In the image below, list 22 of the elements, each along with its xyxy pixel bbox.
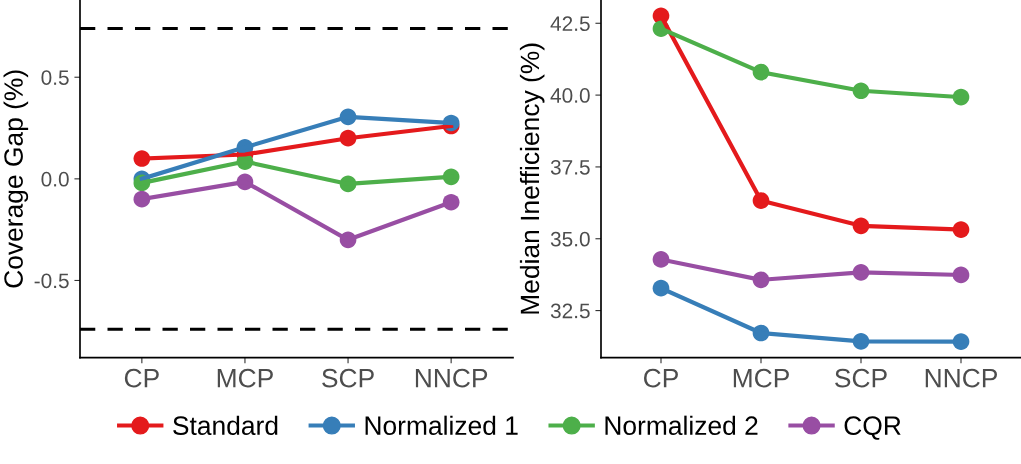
legend-label: CQR bbox=[844, 416, 901, 440]
y-tick-label: 37.5 bbox=[550, 159, 590, 175]
x-tick-label: SCP bbox=[322, 368, 374, 388]
y-tick-label: 0.5 bbox=[41, 70, 69, 85]
y-tick-label: 42.5 bbox=[550, 16, 590, 32]
y-tick-label: 0.0 bbox=[41, 171, 69, 187]
y-tick-label: -0.5 bbox=[34, 273, 69, 289]
y-tick-label: 32.5 bbox=[550, 303, 590, 319]
legend-label: Normalized 2 bbox=[605, 415, 758, 436]
x-tick-label: NNCP bbox=[925, 368, 997, 388]
y-axis-title: Median Inefficiency (%) bbox=[519, 43, 545, 314]
legend-label: Normalized 1 bbox=[365, 415, 518, 436]
x-tick-label: MCP bbox=[217, 368, 273, 388]
y-tick-label: 35.0 bbox=[550, 231, 590, 247]
x-tick-label: SCP bbox=[835, 368, 887, 388]
legend-label: Standard bbox=[173, 415, 278, 436]
x-tick-label: MCP bbox=[733, 368, 789, 388]
y-axis-title: Coverage Gap (%) bbox=[3, 70, 29, 288]
x-tick-label: NNCP bbox=[415, 368, 488, 388]
x-tick-label: CP bbox=[124, 368, 159, 388]
x-tick-label: CP bbox=[644, 368, 678, 388]
y-tick-label: 40.0 bbox=[550, 88, 590, 103]
